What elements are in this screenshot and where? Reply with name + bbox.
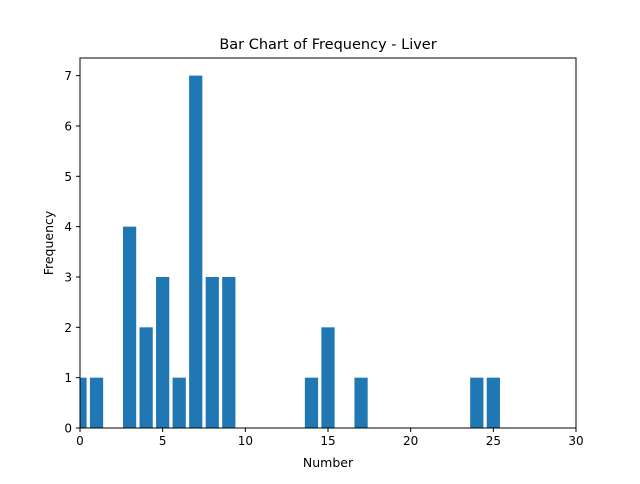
x-tick-label: 5	[159, 434, 167, 448]
bar-x9	[222, 276, 236, 428]
bar-x6	[172, 377, 186, 428]
y-tick-label: 6	[64, 119, 72, 133]
bar-x24	[470, 377, 484, 428]
y-tick-label: 3	[64, 270, 72, 284]
bar-x15	[321, 327, 335, 428]
bars-group	[80, 75, 500, 428]
x-tick-label: 25	[486, 434, 501, 448]
y-tick-label: 5	[64, 170, 72, 184]
x-axis-label: Number	[303, 455, 354, 470]
y-axis-label: Frequency	[41, 210, 56, 275]
bar-x25	[486, 377, 500, 428]
x-tick-label: 20	[403, 434, 418, 448]
x-tick-label: 15	[320, 434, 335, 448]
bar-x8	[205, 276, 219, 428]
bar-x5	[156, 276, 170, 428]
chart-title: Bar Chart of Frequency - Liver	[219, 37, 436, 53]
bar-x1	[89, 377, 104, 428]
y-axis-ticks: 0 1 2 3 4 5 6 7	[64, 69, 80, 436]
bar-x17	[354, 377, 368, 428]
y-tick-label: 1	[64, 371, 72, 385]
x-tick-label: 0	[76, 434, 84, 448]
bar-x7	[189, 75, 203, 428]
x-axis-ticks: 0 5 10 15 20 25 30	[76, 428, 584, 448]
bar-x0	[80, 377, 87, 428]
bar-x14	[304, 377, 319, 428]
y-tick-label: 7	[64, 69, 72, 83]
x-tick-label: 10	[238, 434, 253, 448]
y-tick-label: 0	[64, 422, 72, 436]
bar-x4	[139, 327, 153, 428]
bar-x3	[122, 226, 137, 428]
y-tick-label: 2	[64, 321, 72, 335]
x-tick-label: 30	[568, 434, 583, 448]
y-tick-label: 4	[64, 220, 72, 234]
